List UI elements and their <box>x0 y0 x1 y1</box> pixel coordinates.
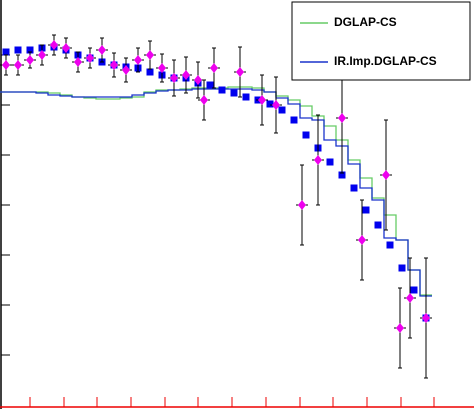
marker <box>194 75 202 85</box>
marker <box>134 55 142 65</box>
marker <box>290 116 298 124</box>
marker <box>230 89 238 97</box>
marker <box>206 81 214 89</box>
marker <box>2 48 10 56</box>
marker <box>422 313 430 323</box>
marker <box>50 40 58 50</box>
marker <box>182 70 190 80</box>
marker <box>374 221 382 229</box>
marker <box>98 45 106 55</box>
marker <box>398 264 406 272</box>
marker <box>200 95 208 105</box>
marker <box>122 65 130 75</box>
marker <box>2 60 10 70</box>
marker <box>258 95 266 105</box>
marker <box>170 73 178 83</box>
marker <box>74 57 82 67</box>
legend-box <box>291 1 471 81</box>
marker <box>146 50 154 60</box>
marker <box>26 46 34 54</box>
legend-label: DGLAP-CS <box>334 15 397 29</box>
marker <box>386 241 394 249</box>
marker <box>38 50 46 60</box>
marker <box>326 158 334 166</box>
marker <box>14 46 22 54</box>
marker <box>298 200 306 210</box>
marker <box>210 63 218 73</box>
marker <box>242 93 250 101</box>
marker <box>158 63 166 73</box>
marker <box>266 100 274 108</box>
marker <box>406 293 414 303</box>
marker <box>14 60 22 70</box>
marker <box>236 67 244 77</box>
marker <box>338 171 346 179</box>
marker <box>146 68 154 76</box>
marker <box>26 55 34 65</box>
marker <box>350 184 358 192</box>
marker <box>86 53 94 63</box>
marker <box>382 170 390 180</box>
marker <box>110 60 118 70</box>
marker <box>338 113 346 123</box>
marker <box>62 43 70 53</box>
marker <box>272 100 280 110</box>
marker <box>396 323 404 333</box>
marker <box>302 131 310 139</box>
marker <box>278 106 286 114</box>
marker <box>362 206 370 214</box>
marker <box>218 86 226 94</box>
histogram-line <box>0 86 432 296</box>
legend-label: IR.Imp.DGLAP-CS <box>334 54 437 68</box>
marker <box>314 155 322 165</box>
marker <box>410 286 418 294</box>
histogram-line <box>0 88 432 297</box>
marker <box>358 235 366 245</box>
